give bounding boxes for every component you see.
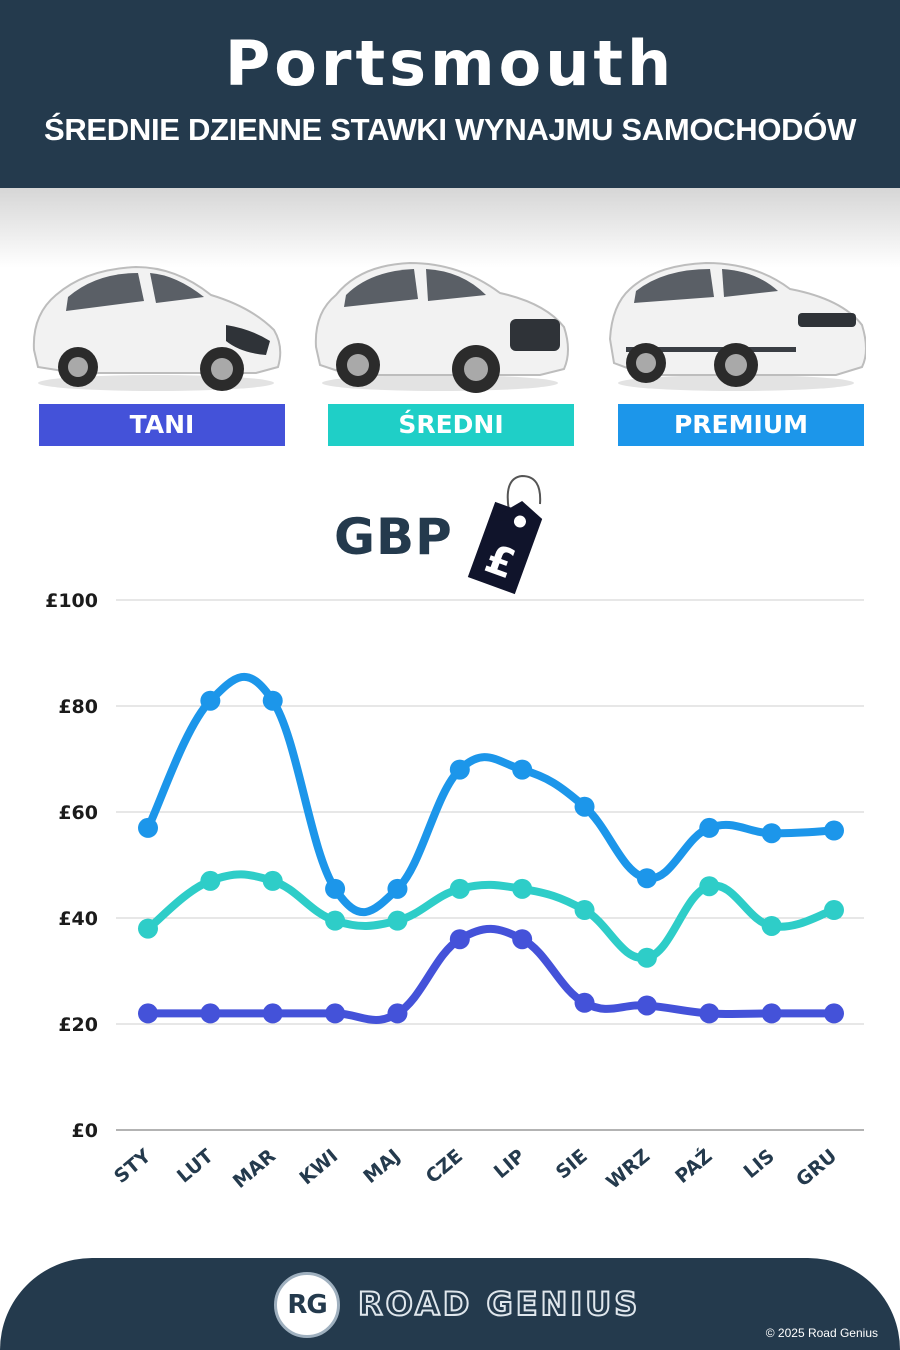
data-point bbox=[262, 870, 283, 891]
category-label: ŚREDNI bbox=[398, 410, 504, 439]
line-chart: £0 £20 £40 £60 £80 £100 STY LUT MAR KWI MAJ CZE LIP… bbox=[45, 590, 864, 1194]
y-tick-label: £60 bbox=[58, 802, 98, 824]
category-label: PREMIUM bbox=[673, 410, 808, 439]
y-tick-label: £20 bbox=[58, 1014, 98, 1036]
y-tick-label: £0 bbox=[72, 1120, 98, 1142]
data-point bbox=[512, 929, 533, 950]
copyright-text: © 2025 Road Genius bbox=[765, 1326, 878, 1340]
data-point bbox=[387, 1003, 408, 1024]
x-tick-label: WRZ bbox=[602, 1145, 654, 1194]
x-tick-label: CZE bbox=[422, 1145, 467, 1188]
data-point bbox=[138, 817, 158, 838]
data-point bbox=[512, 878, 533, 899]
data-point bbox=[387, 878, 408, 899]
data-point bbox=[449, 759, 470, 780]
data-point bbox=[824, 820, 844, 841]
data-point bbox=[761, 1003, 782, 1024]
x-tick-label: STY bbox=[110, 1145, 155, 1188]
data-point bbox=[824, 900, 844, 921]
data-point bbox=[138, 918, 158, 939]
category-badge-premium: PREMIUM bbox=[618, 404, 864, 446]
data-point bbox=[699, 876, 720, 897]
data-point bbox=[761, 823, 782, 844]
x-tick-label: SIE bbox=[552, 1145, 592, 1184]
header-banner: Portsmouth ŚREDNIE DZIENNE STAWKI WYNAJM… bbox=[0, 0, 900, 188]
footer-banner bbox=[0, 1258, 900, 1350]
data-point bbox=[636, 995, 657, 1016]
y-tick-label: £40 bbox=[58, 908, 98, 930]
x-tick-label: LIS bbox=[740, 1145, 779, 1183]
x-tick-label: MAR bbox=[229, 1145, 280, 1193]
y-tick-label: £80 bbox=[58, 696, 98, 718]
category-badge-sredni: ŚREDNI bbox=[328, 404, 574, 446]
series-line bbox=[144, 870, 838, 962]
city-title: Portsmouth bbox=[224, 27, 676, 100]
data-point bbox=[449, 929, 470, 950]
data-point bbox=[699, 817, 720, 838]
data-point bbox=[761, 915, 782, 936]
data-point bbox=[699, 1003, 720, 1024]
category-badge-tani: TANI bbox=[39, 404, 285, 446]
data-point bbox=[574, 900, 595, 921]
series-line bbox=[144, 924, 838, 1024]
data-point bbox=[824, 1003, 844, 1024]
x-tick-label: LUT bbox=[173, 1145, 218, 1187]
data-point bbox=[574, 796, 595, 817]
data-point bbox=[574, 992, 595, 1013]
x-tick-label: MAJ bbox=[359, 1145, 404, 1188]
data-point bbox=[512, 759, 533, 780]
header-shadow bbox=[0, 188, 900, 268]
price-tag-icon: £ bbox=[467, 474, 543, 595]
data-point bbox=[200, 690, 221, 711]
x-tick-label: PAŹ bbox=[671, 1144, 717, 1188]
luxury-suv-car-icon bbox=[608, 261, 866, 391]
data-point bbox=[325, 910, 346, 931]
brand-name: ROAD GENIUS bbox=[357, 1284, 641, 1324]
x-tick-label: KWI bbox=[295, 1145, 342, 1189]
data-point bbox=[325, 878, 346, 899]
hatchback-car-icon bbox=[32, 265, 282, 391]
currency-label: GBP bbox=[334, 508, 453, 566]
category-label: TANI bbox=[129, 410, 195, 439]
data-point bbox=[636, 868, 657, 889]
data-point bbox=[138, 1003, 158, 1024]
data-point bbox=[387, 910, 408, 931]
suv-car-icon bbox=[314, 261, 569, 393]
data-point bbox=[262, 690, 283, 711]
data-point bbox=[449, 878, 470, 899]
x-tick-label: GRU bbox=[792, 1145, 841, 1191]
data-point bbox=[200, 1003, 221, 1024]
chart-subtitle: ŚREDNIE DZIENNE STAWKI WYNAJMU SAMOCHODÓ… bbox=[43, 112, 857, 147]
data-point bbox=[262, 1003, 283, 1024]
y-tick-label: £100 bbox=[45, 590, 98, 612]
data-point bbox=[636, 947, 657, 968]
data-point bbox=[200, 870, 221, 891]
road-genius-logo: RG bbox=[274, 1272, 340, 1338]
x-tick-label: LIP bbox=[490, 1145, 530, 1183]
data-point bbox=[325, 1003, 346, 1024]
